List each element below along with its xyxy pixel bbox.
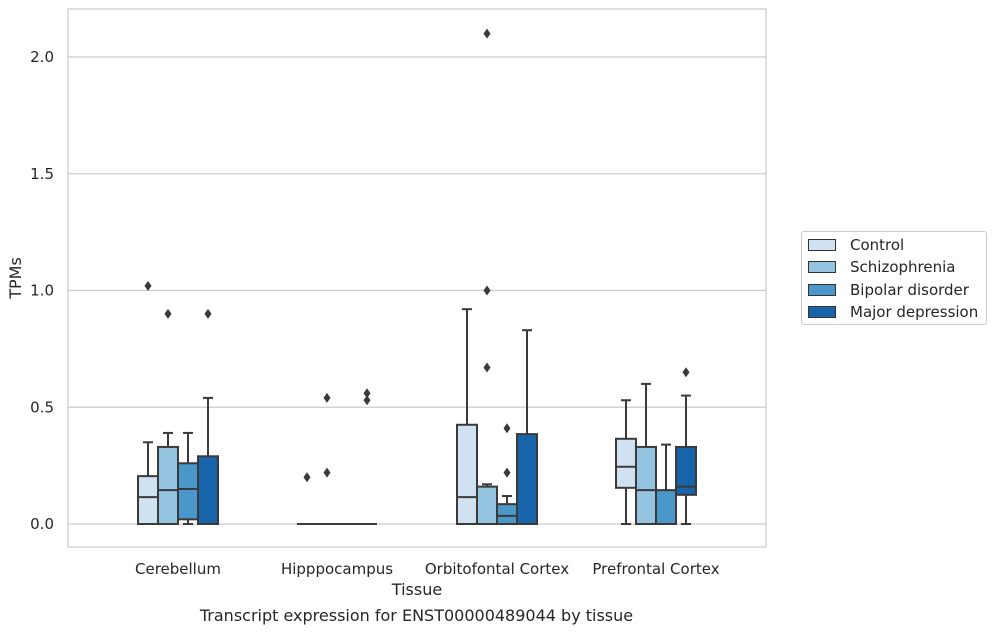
legend-swatch-major-depression <box>808 306 836 318</box>
legend-item-major-depression: Major depression <box>808 302 978 322</box>
box-body <box>476 485 498 526</box>
outlier-point <box>303 472 311 483</box>
y-tick-label: 0.0 <box>30 515 54 533</box>
legend-item-control: Control <box>808 235 904 255</box>
y-tick-label: 2.0 <box>30 48 54 66</box>
legend-swatch-control <box>808 239 836 251</box>
y-axis-ticks: 0.0 0.5 1.0 1.5 2.0 <box>30 48 54 533</box>
x-tick-label-hipppocampus: Hipppocampus <box>281 560 393 578</box>
outlier-point <box>144 280 152 291</box>
x-tick-label-cerebellum: Cerebellum <box>135 560 221 578</box>
box-major-depression-orbitofontal-cortex <box>516 329 538 526</box>
outlier-point <box>483 362 491 373</box>
box-body <box>615 437 637 489</box>
box-body <box>675 445 697 496</box>
outlier-point <box>204 308 212 319</box>
box-body <box>157 445 179 526</box>
legend: Control Schizophrenia Bipolar disorder M… <box>801 231 987 325</box>
legend-swatch-schizophrenia <box>808 261 836 273</box>
box-bipolar-disorder-orbitofontal-cortex <box>496 423 518 525</box>
box-schizophrenia-prefrontal-cortex <box>635 382 657 526</box>
outlier-point <box>483 28 491 39</box>
outlier-point <box>323 467 331 478</box>
box-schizophrenia-hipppocampus <box>317 392 337 525</box>
y-tick-label: 1.0 <box>30 282 54 300</box>
legend-item-schizophrenia: Schizophrenia <box>808 257 955 277</box>
box-schizophrenia-orbitofontal-cortex <box>476 28 498 526</box>
x-tick-label-prefrontal-cortex: Prefrontal Cortex <box>592 560 719 578</box>
outlier-point <box>682 367 690 378</box>
plot-area-frame <box>67 8 767 548</box>
outlier-point <box>483 285 491 296</box>
x-axis-label: Tissue <box>391 580 442 599</box>
box-control-prefrontal-cortex <box>615 399 637 525</box>
legend-label-schizophrenia: Schizophrenia <box>850 258 956 276</box>
box-major-depression-cerebellum <box>197 308 219 525</box>
box-major-depression-prefrontal-cortex <box>675 367 697 525</box>
x-axis-ticks: Cerebellum Hipppocampus Orbitofontal Corte… <box>135 560 720 578</box>
box-body <box>197 455 219 525</box>
outlier-point <box>503 423 511 434</box>
y-tick-label: 0.5 <box>30 398 54 416</box>
box-schizophrenia-cerebellum <box>157 308 179 526</box>
box-series-layer <box>137 28 697 526</box>
legend-label-control: Control <box>850 236 905 254</box>
box-body <box>137 475 159 526</box>
chart-caption: Transcript expression for ENST0000048904… <box>199 606 634 625</box>
box-control-cerebellum <box>137 280 159 526</box>
box-control-hipppocampus <box>297 472 317 525</box>
legend-swatch-bipolar-disorder <box>808 284 836 296</box>
y-axis-label: TPMs <box>6 257 25 300</box>
box-body <box>496 503 518 525</box>
box-body <box>655 489 677 525</box>
legend-label-bipolar-disorder: Bipolar disorder <box>850 281 969 299</box>
box-bipolar-disorder-prefrontal-cortex <box>655 443 677 525</box>
outlier-point <box>363 388 371 399</box>
box-control-orbitofontal-cortex <box>456 308 478 526</box>
box-body <box>177 462 199 521</box>
y-tick-label: 1.5 <box>30 165 54 183</box>
box-body <box>516 433 538 526</box>
outlier-point <box>503 467 511 478</box>
box-body <box>456 423 478 526</box>
outlier-point <box>323 392 331 403</box>
outlier-point <box>164 308 172 319</box>
box-major-depression-hipppocampus <box>357 388 377 525</box>
legend-item-bipolar-disorder: Bipolar disorder <box>808 280 969 300</box>
legend-label-major-depression: Major depression <box>850 303 979 321</box>
outlier-point <box>363 395 371 406</box>
x-tick-label-orbitofontal-cortex: Orbitofontal Cortex <box>425 560 569 578</box>
box-bipolar-disorder-cerebellum <box>177 431 199 525</box>
box-body <box>635 445 657 526</box>
